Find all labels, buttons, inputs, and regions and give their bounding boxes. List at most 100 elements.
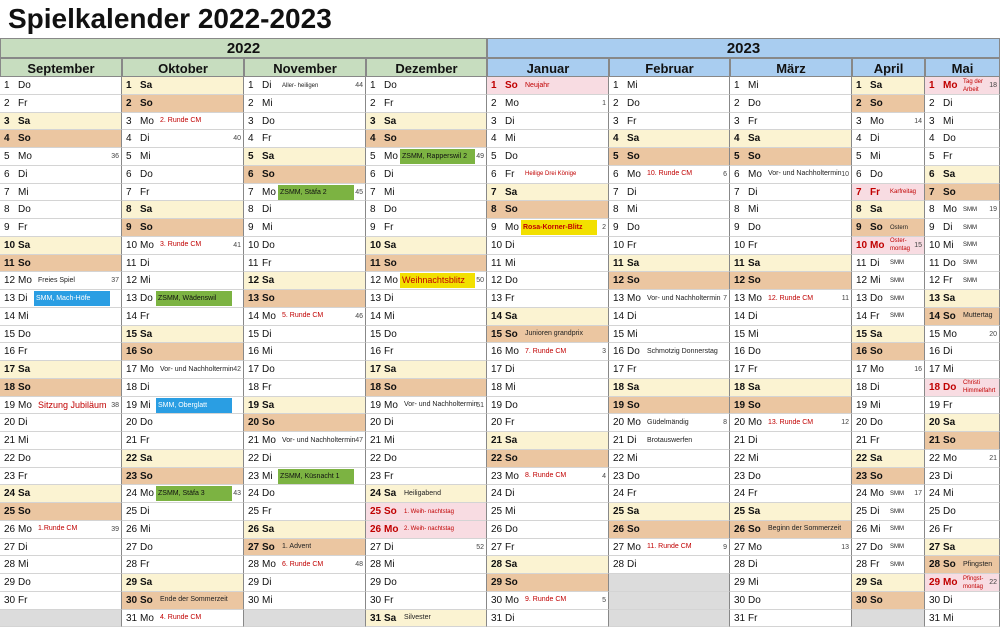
day-cell[interactable]: 21 So: [925, 432, 1000, 450]
day-cell[interactable]: 27 Do SMM: [852, 538, 925, 557]
day-cell[interactable]: 4 Mi: [487, 130, 609, 148]
day-cell[interactable]: 1 Sa: [852, 77, 925, 95]
day-cell[interactable]: 26 Mo 2. Weih- nachtstag: [366, 520, 487, 539]
day-cell[interactable]: 15 Di: [244, 325, 366, 344]
day-cell[interactable]: 20 Do: [122, 414, 244, 432]
day-cell[interactable]: 15 Mi: [609, 325, 730, 344]
day-cell[interactable]: 21 Sa: [487, 432, 609, 450]
day-cell[interactable]: 22 Do: [0, 449, 122, 468]
day-cell[interactable]: 28 Di: [730, 556, 852, 574]
day-cell[interactable]: 4 Sa: [609, 130, 730, 148]
day-cell[interactable]: 26 Fr: [925, 520, 1000, 539]
day-cell[interactable]: 9 Fr: [0, 219, 122, 237]
day-cell[interactable]: 4 Fr: [244, 130, 366, 148]
day-cell[interactable]: 12 Sa: [244, 272, 366, 290]
day-cell[interactable]: 1 Di 44 Aller- heiligen: [244, 77, 366, 95]
day-cell[interactable]: 8 Sa: [852, 201, 925, 219]
day-cell[interactable]: 19 So: [730, 396, 852, 415]
day-cell[interactable]: 7 Di: [609, 183, 730, 202]
day-cell[interactable]: 11 So: [366, 254, 487, 273]
day-cell[interactable]: 9 Mi: [244, 219, 366, 237]
day-cell[interactable]: 22 Sa: [122, 449, 244, 468]
day-cell[interactable]: 16 Do Schmotzig Donnerstag: [609, 343, 730, 361]
day-cell[interactable]: 29 Mo 22 Pfingst- montag: [925, 574, 1000, 592]
day-cell[interactable]: 26 Mo 39 1.Runde CM: [0, 520, 122, 539]
day-cell[interactable]: 29 Sa: [852, 574, 925, 592]
day-cell[interactable]: 5 So: [730, 148, 852, 166]
day-cell[interactable]: 31 Sa Silvester: [366, 609, 487, 628]
day-cell[interactable]: 27 Do: [122, 538, 244, 557]
day-cell[interactable]: 3 Sa: [366, 112, 487, 131]
day-cell[interactable]: 29 Mi: [730, 574, 852, 592]
day-cell[interactable]: 19 Mi SMM, Oberglatt: [122, 396, 244, 415]
day-cell[interactable]: 25 Di SMM: [852, 503, 925, 521]
day-cell[interactable]: 24 Sa: [0, 485, 122, 503]
day-cell[interactable]: 24 Sa Heiligabend: [366, 485, 487, 503]
day-cell[interactable]: 23 Di: [925, 467, 1000, 486]
day-cell[interactable]: 25 Do: [925, 503, 1000, 521]
day-cell[interactable]: 27 Di 52: [366, 538, 487, 557]
day-cell[interactable]: 4 So: [0, 130, 122, 148]
day-cell[interactable]: 27 Fr: [487, 538, 609, 557]
day-cell[interactable]: 24 Mo 17 SMM: [852, 485, 925, 503]
day-cell[interactable]: 24 Di: [487, 485, 609, 503]
day-cell[interactable]: 16 So: [122, 343, 244, 361]
day-cell[interactable]: 25 Mi: [487, 503, 609, 521]
day-cell[interactable]: 15 Do: [0, 325, 122, 344]
day-cell[interactable]: 29 Do: [366, 574, 487, 592]
day-cell[interactable]: 15 Sa: [852, 325, 925, 344]
day-cell[interactable]: 18 Do Christi Himmelfahrt: [925, 378, 1000, 397]
day-cell[interactable]: 7 Di: [730, 183, 852, 202]
day-cell[interactable]: 2 Mi: [244, 94, 366, 113]
day-cell[interactable]: 7 Sa: [487, 183, 609, 202]
day-cell[interactable]: 21 Fr: [122, 432, 244, 450]
day-cell[interactable]: 3 Mo 14: [852, 112, 925, 131]
day-cell[interactable]: 27 Mo 9 11. Runde CM: [609, 538, 730, 557]
day-cell[interactable]: 8 Mo 19 SMM: [925, 201, 1000, 219]
day-cell[interactable]: 26 So: [609, 520, 730, 539]
day-cell[interactable]: 18 Di: [852, 378, 925, 397]
day-cell[interactable]: 28 Mo 48 6. Runde CM: [244, 556, 366, 574]
day-cell[interactable]: 1 Do: [0, 77, 122, 95]
day-cell[interactable]: 7 Mo 45 ZSMM, Stäfa 2: [244, 183, 366, 202]
day-cell[interactable]: 4 Sa: [730, 130, 852, 148]
day-cell[interactable]: 13 Sa: [925, 290, 1000, 308]
day-cell[interactable]: 2 Di: [925, 94, 1000, 113]
day-cell[interactable]: 23 Do: [609, 467, 730, 486]
day-cell[interactable]: 12 Mo 50 Weihnachtsblitz: [366, 272, 487, 290]
day-cell[interactable]: 30 Do: [730, 591, 852, 610]
day-cell[interactable]: 5 Do: [487, 148, 609, 166]
day-cell[interactable]: 6 Mo 6 10. Runde CM: [609, 165, 730, 184]
day-cell[interactable]: 22 Sa: [852, 449, 925, 468]
day-cell[interactable]: 7 Fr: [122, 183, 244, 202]
day-cell[interactable]: 14 Di: [609, 307, 730, 326]
day-cell[interactable]: 24 Mi: [925, 485, 1000, 503]
day-cell[interactable]: 18 So: [366, 378, 487, 397]
day-cell[interactable]: 2 Mo 1: [487, 94, 609, 113]
day-cell[interactable]: 19 Sa: [244, 396, 366, 415]
day-cell[interactable]: 15 Mo 20: [925, 325, 1000, 344]
day-cell[interactable]: 8 Mi: [730, 201, 852, 219]
day-cell[interactable]: 2 So: [852, 94, 925, 113]
day-cell[interactable]: 11 Di SMM: [852, 254, 925, 273]
day-cell[interactable]: 2 So: [122, 94, 244, 113]
day-cell[interactable]: 24 Do: [244, 485, 366, 503]
day-cell[interactable]: 14 Mo 46 5. Runde CM: [244, 307, 366, 326]
day-cell[interactable]: 25 Fr: [244, 503, 366, 521]
day-cell[interactable]: 4 So: [366, 130, 487, 148]
day-cell[interactable]: 17 Di: [487, 361, 609, 379]
day-cell[interactable]: 30 Mo 5 9. Runde CM: [487, 591, 609, 610]
day-cell[interactable]: 30 So: [852, 591, 925, 610]
day-cell[interactable]: 11 Do SMM: [925, 254, 1000, 273]
day-cell[interactable]: 20 Do: [852, 414, 925, 432]
day-cell[interactable]: 14 Fr SMM: [852, 307, 925, 326]
day-cell[interactable]: 17 Mi: [925, 361, 1000, 379]
day-cell[interactable]: 31 Mo 4. Runde CM: [122, 609, 244, 628]
day-cell[interactable]: 9 So: [122, 219, 244, 237]
day-cell[interactable]: 29 Di: [244, 574, 366, 592]
day-cell[interactable]: 16 So: [852, 343, 925, 361]
day-cell[interactable]: 13 Di SMM, Mach-Höfe: [0, 290, 122, 308]
day-cell[interactable]: 20 Sa: [925, 414, 1000, 432]
day-cell[interactable]: 5 Fr: [925, 148, 1000, 166]
day-cell[interactable]: 28 Fr SMM: [852, 556, 925, 574]
